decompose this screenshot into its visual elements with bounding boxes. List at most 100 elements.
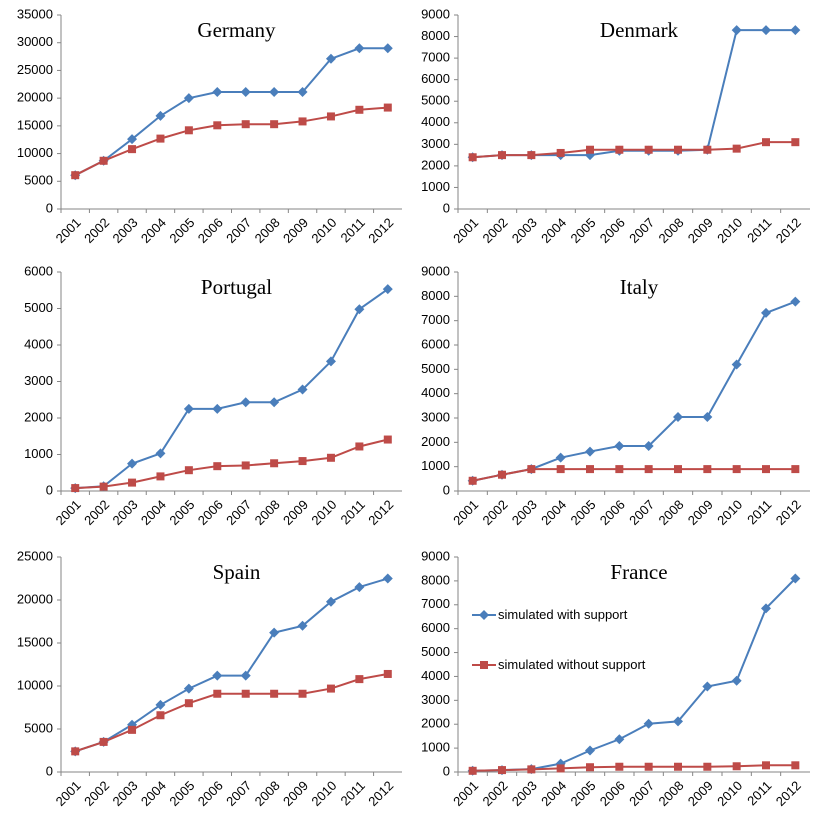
marker-square bbox=[468, 153, 477, 162]
marker-diamond bbox=[297, 620, 308, 631]
y-tick-label: 4000 bbox=[421, 385, 450, 400]
marker-diamond bbox=[702, 681, 713, 692]
marker-square bbox=[703, 762, 712, 771]
marker-square bbox=[99, 737, 108, 746]
x-tick-label: 2010 bbox=[308, 215, 339, 246]
series-line bbox=[75, 288, 389, 490]
y-tick-label: 9000 bbox=[421, 263, 450, 278]
marker-square bbox=[213, 462, 222, 471]
marker-diamond bbox=[761, 307, 771, 318]
y-tick-label: 6000 bbox=[421, 620, 450, 635]
chart-title: Denmark bbox=[600, 18, 679, 42]
marker-diamond bbox=[212, 87, 223, 98]
marker-diamond bbox=[614, 440, 625, 451]
marker-square bbox=[156, 472, 165, 481]
marker-square bbox=[241, 689, 250, 698]
chart-title: France bbox=[610, 560, 667, 584]
series-line bbox=[472, 300, 796, 482]
marker-square bbox=[184, 699, 193, 708]
marker-square bbox=[586, 145, 594, 154]
marker-diamond bbox=[702, 412, 713, 423]
x-tick-label: 2001 bbox=[53, 778, 84, 809]
y-tick-label: 0 bbox=[46, 763, 53, 778]
y-tick-label: 15000 bbox=[17, 634, 53, 649]
legend-entry: simulated with support bbox=[498, 607, 627, 622]
marker-square bbox=[298, 117, 307, 126]
marker-square bbox=[791, 761, 800, 770]
y-tick-label: 5000 bbox=[24, 300, 53, 315]
series-line bbox=[74, 672, 388, 753]
x-tick-label: 2001 bbox=[53, 497, 84, 528]
marker-diamond bbox=[673, 716, 683, 727]
marker-square bbox=[99, 482, 108, 491]
marker-square bbox=[674, 145, 682, 154]
marker-square bbox=[527, 465, 536, 474]
marker-square bbox=[586, 763, 594, 772]
x-tick-label: 2005 bbox=[567, 497, 598, 528]
y-tick-label: 8000 bbox=[421, 28, 450, 43]
marker-square bbox=[762, 465, 770, 474]
x-tick-label: 2006 bbox=[195, 497, 226, 528]
marker-diamond bbox=[354, 43, 365, 54]
marker-square bbox=[615, 145, 624, 154]
x-tick-label: 2008 bbox=[252, 778, 283, 809]
marker-diamond bbox=[731, 675, 742, 686]
x-tick-label: 2003 bbox=[110, 215, 141, 246]
marker-diamond bbox=[155, 110, 166, 121]
x-tick-label: 2009 bbox=[280, 497, 311, 528]
marker-diamond bbox=[325, 356, 336, 367]
x-tick-label: 2010 bbox=[714, 497, 745, 528]
marker-diamond bbox=[614, 734, 625, 745]
marker-square bbox=[156, 711, 165, 720]
marker-square bbox=[556, 148, 565, 157]
y-tick-label: 0 bbox=[443, 763, 450, 778]
marker-square bbox=[732, 144, 741, 153]
y-tick-label: 2000 bbox=[421, 157, 450, 172]
marker-diamond bbox=[183, 93, 194, 104]
y-tick-label: 10000 bbox=[17, 677, 53, 692]
y-tick-label: 7000 bbox=[421, 50, 450, 65]
x-tick-label: 2008 bbox=[655, 497, 686, 528]
marker-diamond bbox=[325, 53, 336, 64]
marker-square bbox=[703, 465, 712, 474]
x-tick-label: 2005 bbox=[567, 215, 598, 246]
marker-square bbox=[184, 126, 193, 135]
marker-square bbox=[586, 465, 594, 474]
x-tick-label: 2002 bbox=[479, 215, 510, 246]
marker-square bbox=[674, 762, 682, 771]
x-tick-label: 2001 bbox=[450, 778, 481, 809]
x-tick-label: 2003 bbox=[509, 215, 540, 246]
y-tick-label: 10000 bbox=[17, 145, 53, 160]
y-tick-label: 5000 bbox=[24, 720, 53, 735]
x-tick-label: 2002 bbox=[81, 778, 112, 809]
y-tick-label: 4000 bbox=[421, 114, 450, 129]
chart-title: Portugal bbox=[201, 275, 272, 299]
marker-square bbox=[383, 103, 392, 112]
x-tick-label: 2002 bbox=[479, 497, 510, 528]
x-tick-label: 2004 bbox=[138, 215, 169, 246]
y-tick-label: 6000 bbox=[24, 263, 53, 278]
y-tick-label: 1000 bbox=[421, 179, 450, 194]
x-tick-label: 2010 bbox=[308, 778, 339, 809]
x-tick-label: 2007 bbox=[223, 215, 254, 246]
y-tick-label: 6000 bbox=[421, 71, 450, 86]
y-tick-label: 5000 bbox=[421, 361, 450, 376]
series-line bbox=[472, 468, 796, 482]
marker-square bbox=[498, 766, 506, 775]
y-tick-label: 4000 bbox=[421, 668, 450, 683]
y-tick-label: 15000 bbox=[17, 117, 53, 132]
x-tick-label: 2010 bbox=[714, 778, 745, 809]
x-tick-label: 2007 bbox=[223, 497, 254, 528]
marker-diamond bbox=[127, 134, 138, 145]
x-tick-label: 2012 bbox=[773, 497, 804, 528]
marker-diamond bbox=[212, 670, 223, 681]
marker-square bbox=[527, 151, 536, 160]
y-tick-label: 1000 bbox=[24, 446, 53, 461]
y-tick-label: 5000 bbox=[421, 644, 450, 659]
x-tick-label: 2009 bbox=[280, 215, 311, 246]
marker-square bbox=[71, 484, 80, 493]
chart-title: Italy bbox=[620, 275, 659, 299]
marker-square bbox=[615, 465, 624, 474]
marker-diamond bbox=[155, 448, 166, 459]
marker-square bbox=[527, 765, 536, 774]
